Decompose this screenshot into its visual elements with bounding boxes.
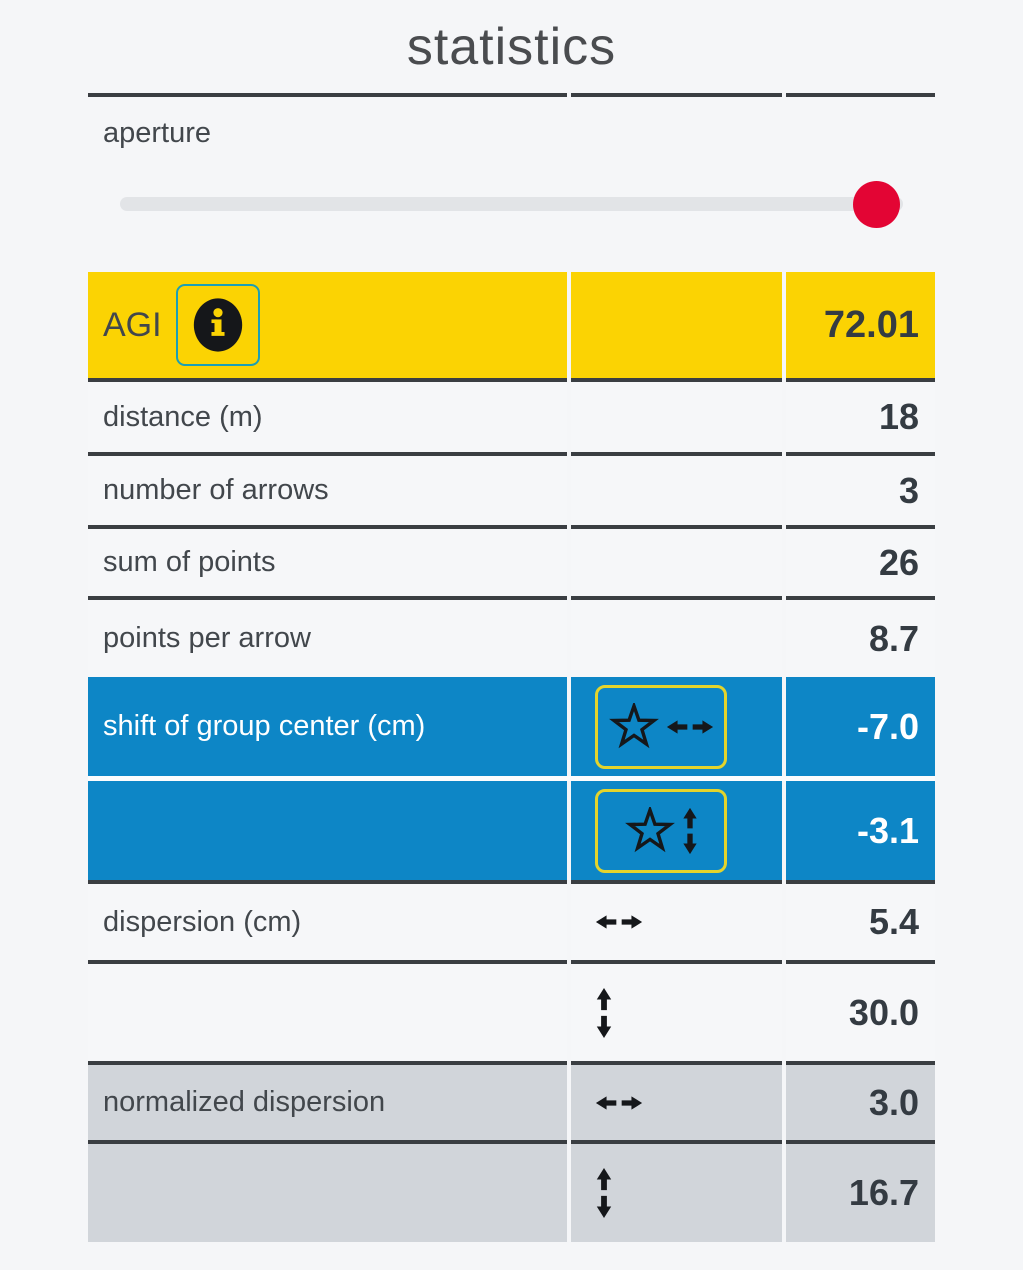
row-label: normalized dispersion bbox=[103, 1086, 386, 1118]
aperture-label: aperture bbox=[103, 117, 212, 149]
row-label: points per arrow bbox=[103, 622, 311, 654]
aperture-section: aperture bbox=[88, 97, 935, 272]
row-value: -7.0 bbox=[786, 677, 935, 776]
row-value: 30.0 bbox=[786, 964, 935, 1061]
table-row-points-per-arrow: points per arrow 8.7 bbox=[88, 600, 935, 677]
horizontal-arrows-icon bbox=[595, 1095, 643, 1110]
vertical-arrows-icon bbox=[682, 807, 697, 854]
row-label: AGI bbox=[103, 305, 162, 344]
header-divider bbox=[88, 93, 935, 97]
table-row-normalized-dispersion-horizontal: normalized dispersion 3.0 bbox=[88, 1065, 935, 1140]
row-icon-cell bbox=[571, 884, 782, 960]
row-divider bbox=[88, 452, 935, 456]
info-icon bbox=[193, 298, 242, 352]
row-icon-cell bbox=[571, 677, 782, 776]
row-label: dispersion (cm) bbox=[103, 905, 302, 938]
page-header: statistics bbox=[0, 0, 1023, 93]
agi-info-button[interactable] bbox=[175, 284, 260, 366]
table-row-agi: AGI 72.01 bbox=[88, 272, 935, 378]
sight-adjust-vertical-button[interactable] bbox=[595, 788, 727, 873]
row-value: 8.7 bbox=[786, 600, 935, 677]
row-icon-cell bbox=[571, 272, 782, 378]
row-icon-cell bbox=[571, 456, 782, 525]
row-divider-light bbox=[88, 776, 935, 781]
aperture-slider-knob[interactable] bbox=[853, 181, 900, 228]
table-row-distance: distance (m) 18 bbox=[88, 382, 935, 452]
row-label: sum of points bbox=[103, 546, 276, 578]
row-label-cell bbox=[88, 964, 567, 1061]
row-value: -3.1 bbox=[786, 781, 935, 880]
row-value: 3.0 bbox=[786, 1065, 935, 1140]
row-icon-cell bbox=[571, 781, 782, 880]
star-icon bbox=[624, 806, 675, 852]
row-label-cell: distance (m) bbox=[88, 382, 567, 452]
horizontal-arrows-icon bbox=[595, 915, 643, 929]
row-value: 16.7 bbox=[786, 1144, 935, 1242]
horizontal-arrows-icon bbox=[666, 719, 713, 734]
row-label-cell bbox=[88, 781, 567, 880]
table-row-shift-vertical: -3.1 bbox=[88, 781, 935, 880]
row-label-cell: number of arrows bbox=[88, 456, 567, 525]
row-icon-cell bbox=[571, 1144, 782, 1242]
row-divider bbox=[88, 1140, 935, 1144]
row-icon-cell bbox=[571, 382, 782, 452]
statistics-panel: aperture AGI 72.01 distance (m) 18 number of… bbox=[88, 93, 935, 1242]
row-divider bbox=[88, 880, 935, 884]
vertical-arrows-icon bbox=[596, 987, 612, 1038]
row-divider bbox=[88, 960, 935, 964]
row-value: 3 bbox=[786, 456, 935, 525]
row-icon-cell bbox=[571, 600, 782, 677]
row-value: 18 bbox=[786, 382, 935, 452]
row-divider bbox=[88, 525, 935, 529]
row-value: 72.01 bbox=[786, 272, 935, 378]
statistics-table: AGI 72.01 distance (m) 18 number of arrows 3 s… bbox=[88, 272, 935, 1242]
row-label-cell: normalized dispersion bbox=[88, 1065, 567, 1140]
table-row-dispersion-horizontal: dispersion (cm) 5.4 bbox=[88, 884, 935, 960]
row-label-cell: shift of group center (cm) bbox=[88, 677, 567, 776]
aperture-slider-track[interactable] bbox=[120, 197, 903, 211]
row-label: distance (m) bbox=[103, 400, 263, 433]
row-label-cell: points per arrow bbox=[88, 600, 567, 677]
row-label-cell: sum of points bbox=[88, 529, 567, 596]
row-value: 5.4 bbox=[786, 884, 935, 960]
row-icon-cell bbox=[571, 529, 782, 596]
row-divider bbox=[88, 378, 935, 382]
vertical-arrows-icon bbox=[596, 1167, 612, 1219]
row-divider bbox=[88, 596, 935, 600]
row-label-cell: AGI bbox=[88, 272, 567, 378]
table-row-normalized-dispersion-vertical: 16.7 bbox=[88, 1144, 935, 1242]
table-row-shift-horizontal: shift of group center (cm) -7.0 bbox=[88, 677, 935, 776]
star-icon bbox=[608, 702, 659, 748]
row-icon-cell bbox=[571, 964, 782, 1061]
page-title: statistics bbox=[406, 17, 617, 76]
row-label-cell: dispersion (cm) bbox=[88, 884, 567, 960]
row-label: shift of group center (cm) bbox=[103, 710, 426, 742]
row-divider bbox=[88, 1061, 935, 1065]
row-value: 26 bbox=[786, 529, 935, 596]
row-label-cell bbox=[88, 1144, 567, 1242]
table-row-sum-of-points: sum of points 26 bbox=[88, 529, 935, 596]
table-row-number-of-arrows: number of arrows 3 bbox=[88, 456, 935, 525]
table-row-dispersion-vertical: 30.0 bbox=[88, 964, 935, 1061]
row-icon-cell bbox=[571, 1065, 782, 1140]
row-label: number of arrows bbox=[103, 474, 329, 506]
sight-adjust-horizontal-button[interactable] bbox=[595, 684, 727, 769]
